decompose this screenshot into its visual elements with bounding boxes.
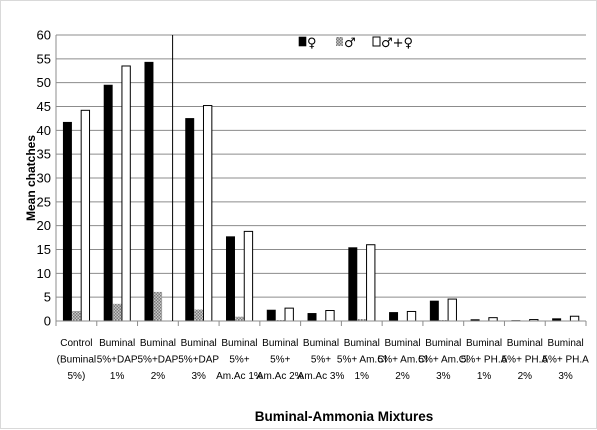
x-tick-label: Am.Ac 1% (216, 371, 263, 382)
legend-swatch (299, 37, 306, 46)
bar (104, 85, 112, 321)
x-tick-labels: Control(Buminal5%)Buminal5%+DAP1%Buminal… (57, 338, 589, 382)
legend: ♀ ♂ ♂+♀ (299, 36, 413, 51)
bar (489, 318, 497, 321)
x-tick-label: Buminal (344, 338, 380, 349)
bar (195, 310, 203, 321)
bar (154, 292, 162, 321)
y-tick-label: 5 (44, 290, 51, 305)
bar (145, 62, 153, 321)
y-tick-label: 30 (37, 171, 51, 186)
bar (63, 122, 71, 321)
y-tick-label: 40 (37, 123, 51, 138)
x-tick-label: 5%+ (229, 355, 249, 366)
bar (389, 312, 397, 321)
bar (203, 106, 211, 321)
x-tick-label: 5%+ (270, 355, 290, 366)
x-tick-label: Buminal (466, 338, 502, 349)
x-axis-title: Buminal-Ammonia Mixtures (255, 409, 434, 424)
bar (407, 311, 415, 321)
bar (285, 308, 293, 321)
bar (186, 118, 194, 321)
x-tick-label: Buminal (99, 338, 135, 349)
bar (267, 310, 275, 321)
x-tick-label: 3% (436, 371, 451, 382)
x-tick-label: 5%+DAP (178, 355, 219, 366)
bar (122, 66, 130, 321)
y-tick-label: 45 (37, 99, 51, 114)
legend-label: ♂+♀ (381, 36, 413, 51)
bar (308, 313, 316, 321)
x-tick-label: Buminal (140, 338, 176, 349)
x-tick-label: Am.Ac 2% (257, 371, 304, 382)
x-tick-label: 5%) (67, 371, 85, 382)
x-tick-label: 3% (558, 371, 573, 382)
x-tick-label: 2% (518, 371, 533, 382)
x-tick-label: 2% (395, 371, 410, 382)
x-tick-label: 1% (477, 371, 492, 382)
bar (226, 237, 234, 321)
x-tick-label: 5%+ PH.A (542, 355, 589, 366)
y-tick-label: 25 (37, 194, 51, 209)
y-tick-label: 60 (37, 28, 51, 43)
bar (367, 245, 375, 321)
legend-label: ♂ (344, 36, 356, 51)
gridlines (56, 35, 586, 321)
y-axis-title: Mean chatches (24, 135, 38, 221)
bar (72, 311, 80, 321)
axes (56, 35, 586, 326)
x-tick-label: Buminal (548, 338, 584, 349)
y-tick-label: 0 (44, 314, 51, 329)
y-tick-label: 10 (37, 266, 51, 281)
x-tick-label: Buminal (221, 338, 257, 349)
y-tick-label: 55 (37, 51, 51, 66)
bars (63, 62, 579, 321)
bar (326, 311, 334, 321)
x-tick-label: 5%+ PH.A (502, 355, 549, 366)
x-tick-label: (Buminal (57, 355, 96, 366)
x-tick-label: Control (60, 338, 92, 349)
legend-label: ♀ (307, 36, 317, 51)
x-tick-label: 3% (191, 371, 206, 382)
x-tick-label: 5%+ (311, 355, 331, 366)
x-tick-label: Buminal (425, 338, 461, 349)
bar (448, 299, 456, 321)
y-tick-label: 35 (37, 147, 51, 162)
x-tick-label: 2% (151, 371, 166, 382)
y-tick-label: 50 (37, 75, 51, 90)
x-tick-label: Buminal (303, 338, 339, 349)
bar (235, 317, 243, 321)
x-tick-label: 5%+DAP (137, 355, 178, 366)
y-tick-label: 20 (37, 218, 51, 233)
bar (570, 316, 578, 321)
y-tick-label: 15 (37, 242, 51, 257)
x-tick-label: 5%+ PH.A (461, 355, 508, 366)
x-tick-label: 5%+DAP (97, 355, 138, 366)
legend-swatch (373, 37, 380, 46)
legend-swatch (336, 37, 343, 46)
x-tick-label: 1% (110, 371, 125, 382)
y-tick-labels: 0 5 10 15 20 25 30 35 40 45 50 55 60 (37, 28, 51, 329)
bar (244, 231, 252, 321)
x-tick-label: 1% (355, 371, 370, 382)
x-tick-label: Am.Ac 3% (298, 371, 345, 382)
x-tick-label: Buminal (262, 338, 298, 349)
bar (349, 248, 357, 321)
x-tick-label: Buminal (507, 338, 543, 349)
x-tick-label: Buminal (384, 338, 420, 349)
bar (113, 304, 121, 321)
bar (81, 110, 89, 321)
bar (430, 301, 438, 321)
x-tick-label: Buminal (181, 338, 217, 349)
